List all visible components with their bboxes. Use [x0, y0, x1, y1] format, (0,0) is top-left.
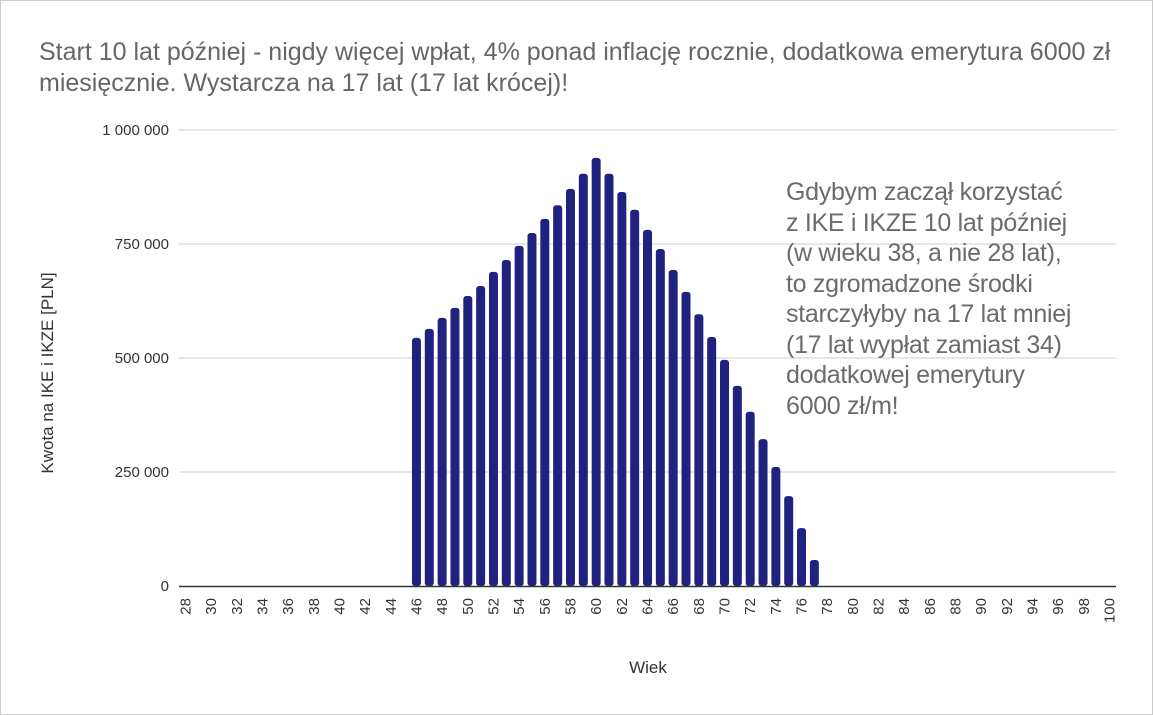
bar-age-58 — [565, 188, 575, 586]
x-tick-label: 34 — [254, 598, 271, 615]
x-tick-label: 70 — [717, 598, 734, 615]
bar-age-66 — [668, 269, 678, 586]
bar-age-67 — [681, 291, 691, 586]
bar-age-68 — [694, 314, 704, 586]
y-tick-label: 500 000 — [115, 350, 169, 367]
x-tick-label: 76 — [794, 598, 811, 615]
x-tick-label: 38 — [306, 598, 323, 615]
bar-age-72 — [745, 411, 755, 586]
x-tick-label: 28 — [177, 598, 194, 615]
x-tick-label: 56 — [537, 598, 554, 615]
x-tick-label: 64 — [640, 598, 657, 615]
bar-age-73 — [758, 439, 768, 586]
bar-age-69 — [707, 337, 717, 586]
x-tick-label: 44 — [383, 598, 400, 615]
x-tick-label: 96 — [1050, 598, 1067, 615]
bar-age-70 — [720, 359, 730, 586]
x-tick-label: 62 — [614, 598, 631, 615]
x-tick-label: 100 — [1102, 598, 1119, 623]
bar-age-54 — [514, 245, 524, 586]
bar-age-53 — [501, 259, 511, 586]
x-tick-label: 78 — [819, 598, 836, 615]
x-axis-title: Wiek — [629, 658, 667, 677]
x-tick-label: 98 — [1076, 598, 1093, 615]
x-tick-label: 90 — [973, 598, 990, 615]
bar-age-52 — [488, 271, 498, 586]
x-tick-label: 40 — [331, 598, 348, 615]
y-axis-title: Kwota na IKE i IKZE [PLN] — [38, 272, 57, 473]
bar-age-47 — [424, 328, 434, 586]
x-tick-label: 94 — [1025, 598, 1042, 615]
annotation: Gdybym zaczął korzystać z IKE i IKZE 10 … — [786, 178, 1072, 420]
x-tick-label: 52 — [485, 598, 502, 615]
bar-age-51 — [476, 285, 486, 586]
x-tick-label: 68 — [691, 598, 708, 615]
bar-age-46 — [411, 337, 421, 586]
x-tick-label: 54 — [511, 598, 528, 615]
x-tick-label: 58 — [562, 598, 579, 615]
x-tick-label: 80 — [845, 598, 862, 615]
x-tick-label: 30 — [203, 598, 220, 615]
chart-title: Start 10 lat później - nigdy więcej wpła… — [39, 38, 1111, 97]
y-tick-label: 0 — [161, 578, 169, 595]
bar-age-57 — [553, 205, 563, 587]
x-tick-label: 84 — [896, 598, 913, 615]
x-tick-label: 88 — [948, 598, 965, 615]
x-tick-label: 86 — [922, 598, 939, 615]
x-tick-label: 82 — [871, 598, 888, 615]
x-tick-label: 42 — [357, 598, 374, 615]
y-tick-label: 1 000 000 — [102, 122, 169, 139]
bar-age-48 — [437, 317, 447, 586]
bar-age-49 — [450, 307, 460, 586]
bar-age-71 — [732, 385, 742, 586]
bar-age-62 — [617, 192, 627, 587]
x-tick-label: 60 — [588, 598, 605, 615]
bar-age-63 — [630, 209, 640, 587]
y-tick-label: 750 000 — [115, 236, 169, 253]
bar-age-76 — [797, 528, 807, 586]
x-tick-label: 66 — [665, 598, 682, 615]
x-tick-label: 48 — [434, 598, 451, 615]
x-tick-label: 92 — [999, 598, 1016, 615]
x-tick-label: 74 — [768, 598, 785, 615]
bar-age-74 — [771, 466, 781, 586]
bar-age-65 — [655, 249, 665, 587]
x-tick-label: 72 — [742, 598, 759, 615]
bar-age-56 — [540, 218, 550, 587]
bar-age-64 — [643, 229, 652, 586]
x-tick-label: 50 — [460, 598, 477, 615]
bar-age-50 — [463, 295, 473, 586]
bar-age-61 — [604, 173, 614, 586]
bar-age-60 — [591, 157, 601, 587]
y-tick-label: 250 000 — [115, 464, 169, 481]
bar-age-55 — [527, 233, 537, 586]
bar-age-75 — [784, 496, 794, 586]
x-tick-label: 36 — [280, 598, 297, 615]
x-tick-label: 32 — [229, 598, 246, 615]
bar-age-77 — [809, 560, 819, 586]
x-tick-label: 46 — [408, 598, 425, 615]
bar-age-59 — [578, 173, 588, 586]
